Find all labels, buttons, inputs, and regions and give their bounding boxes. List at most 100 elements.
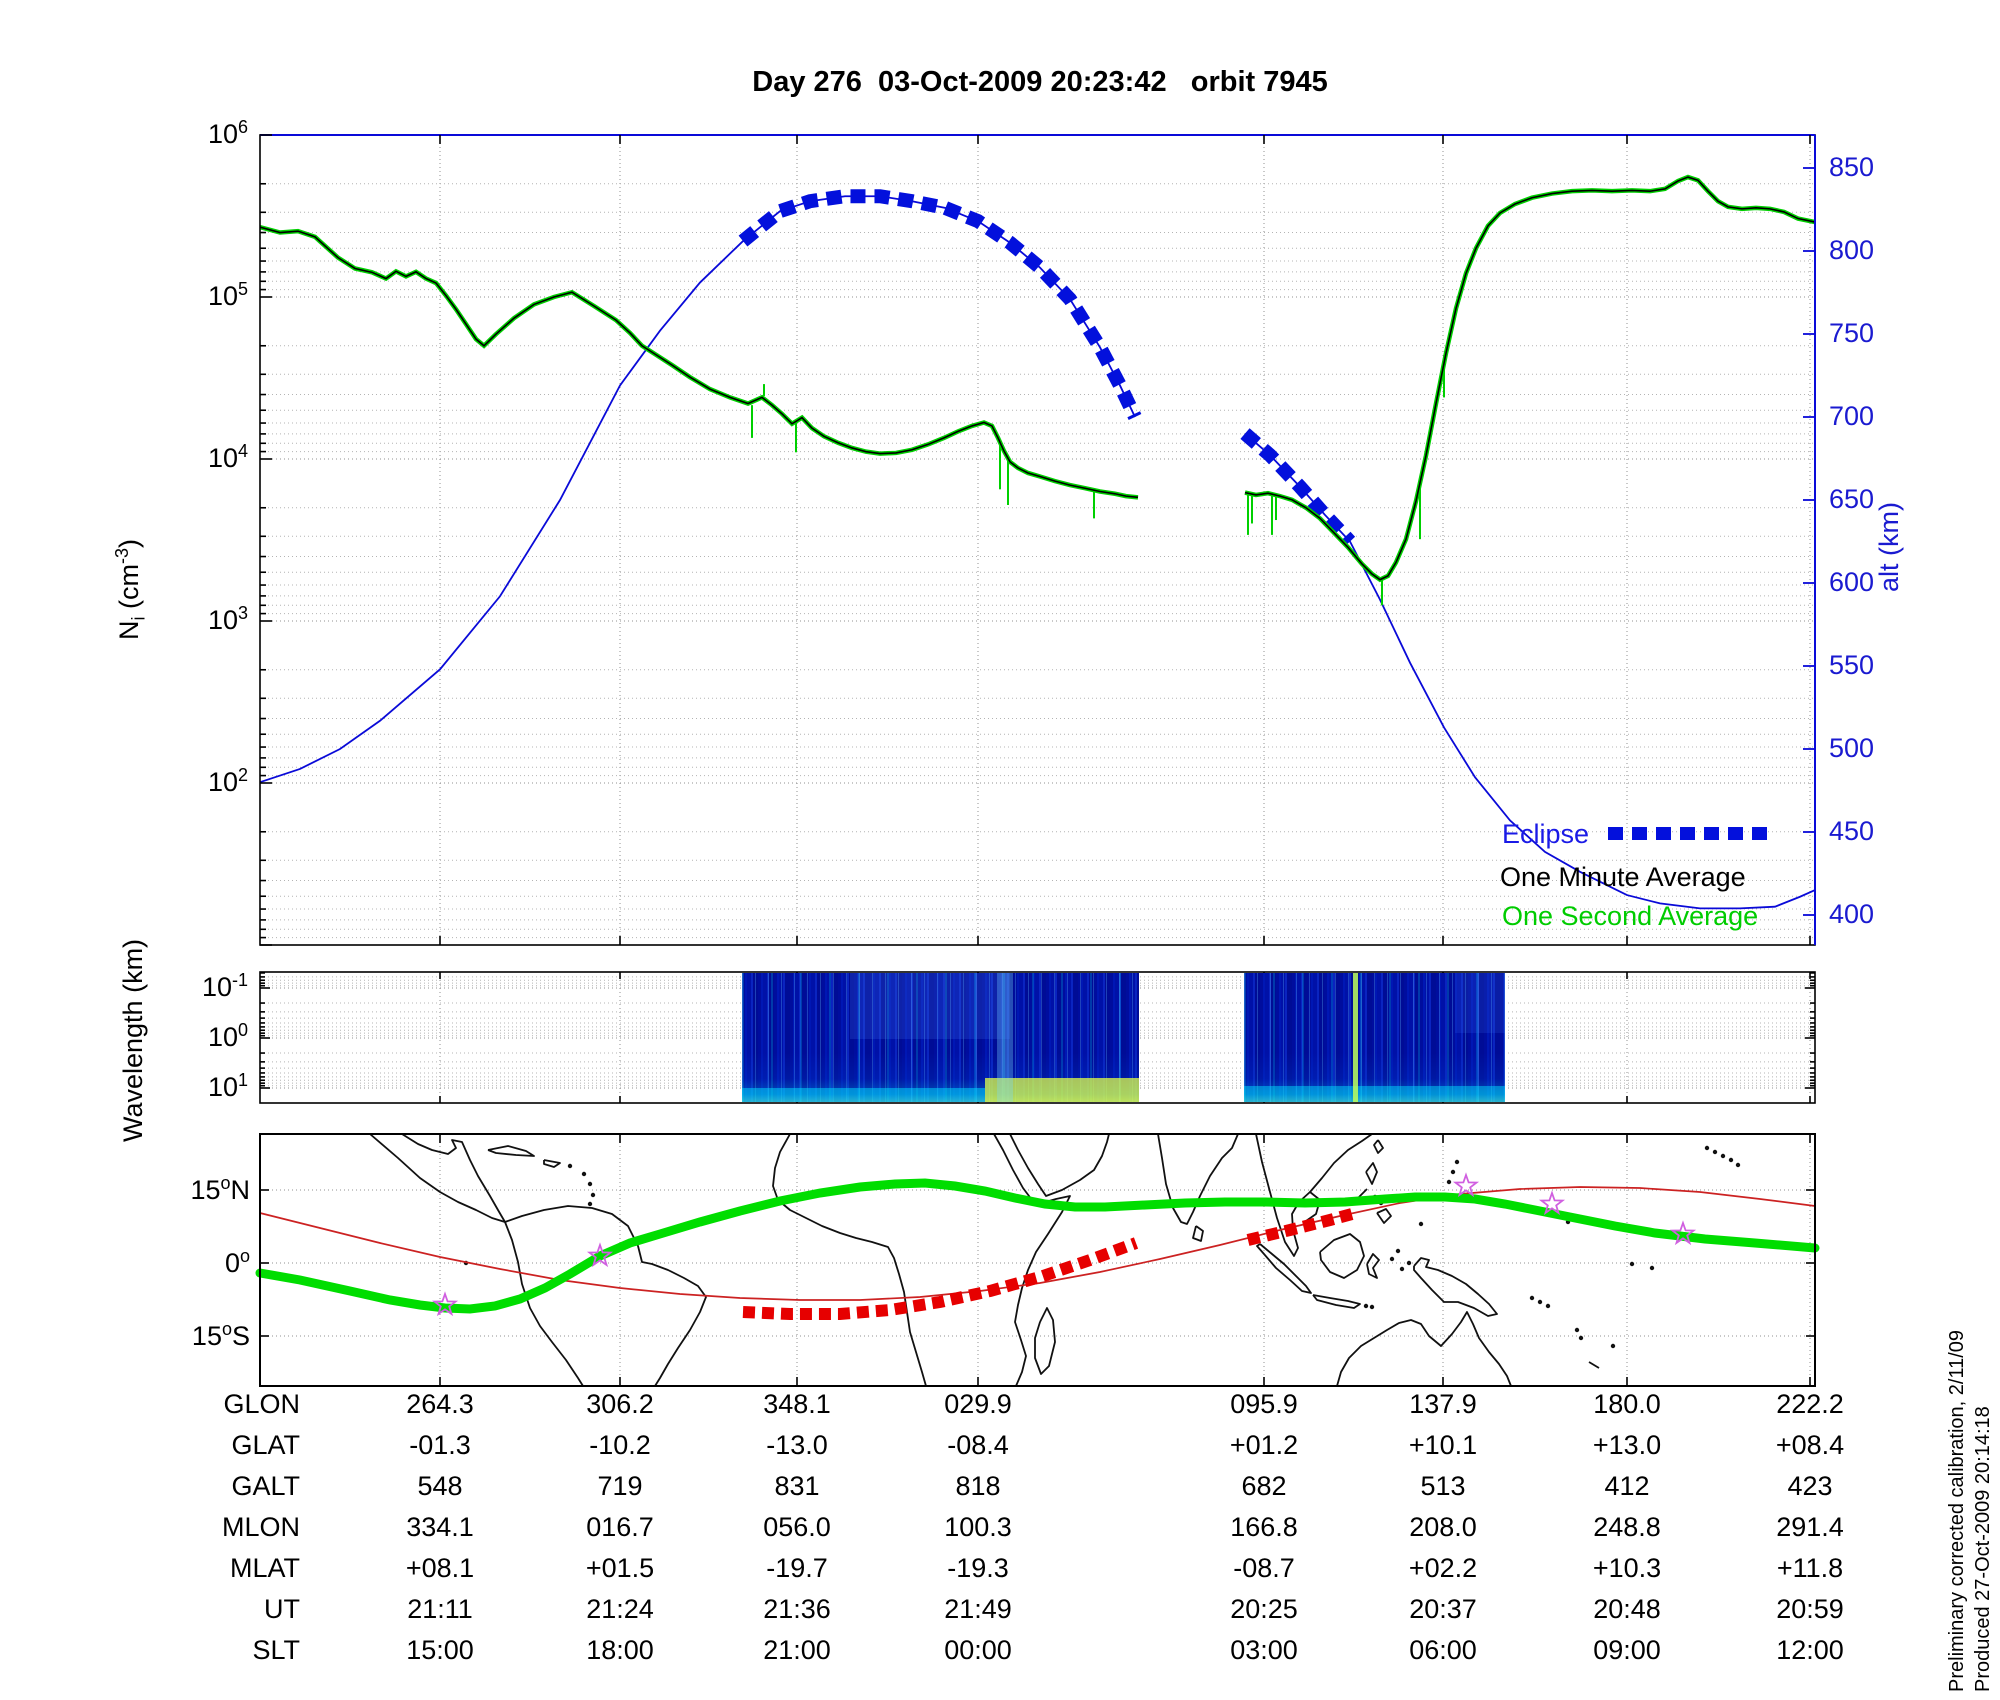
island-dot — [1399, 1266, 1405, 1272]
coastline — [1192, 1225, 1204, 1242]
coastline — [1413, 1257, 1498, 1317]
density-tick-label: 103 — [207, 603, 248, 635]
table-cell: 412 — [1604, 1471, 1650, 1501]
spectrogram-column — [1353, 973, 1358, 1102]
table-cell: 513 — [1420, 1471, 1466, 1501]
density-tick-label: 104 — [207, 441, 248, 473]
coastline — [1034, 1307, 1056, 1375]
table-cell: 831 — [774, 1471, 820, 1501]
table-cell: -10.2 — [589, 1430, 651, 1460]
island-dot — [1446, 1179, 1452, 1185]
table-cell: 21:00 — [763, 1635, 831, 1665]
table-cell: 719 — [597, 1471, 643, 1501]
table-cell: 00:00 — [944, 1635, 1012, 1665]
map-panel-border — [259, 1133, 1816, 1387]
footer-calibration-note: Preliminary corrected calibration, 2/11/… — [1946, 1329, 1968, 1692]
altitude-tick-label: 700 — [1829, 401, 1875, 431]
table-cell: 095.9 — [1230, 1389, 1298, 1419]
coastline — [1256, 1243, 1312, 1294]
spectrogram-haze — [1455, 973, 1505, 1033]
island-dot — [567, 1163, 573, 1169]
legend-eclipse-sample — [1608, 827, 1768, 840]
altitude-tick-label: 450 — [1829, 816, 1875, 846]
legend-eclipse-label: Eclipse — [1502, 819, 1590, 849]
table-cell: 20:48 — [1593, 1594, 1661, 1624]
coastline — [1358, 1188, 1368, 1198]
island-dot — [1720, 1153, 1726, 1159]
altitude-curve — [1244, 432, 1816, 910]
table-cell: 334.1 — [406, 1512, 474, 1542]
table-cell: 06:00 — [1409, 1635, 1477, 1665]
table-cell: 016.7 — [586, 1512, 654, 1542]
density-tick-label: 102 — [207, 765, 248, 797]
table-cell: 100.3 — [944, 1512, 1012, 1542]
island-dot — [1529, 1295, 1535, 1301]
table-cell: 208.0 — [1409, 1512, 1477, 1542]
altitude-tick-label: 650 — [1829, 484, 1875, 514]
density-axis-label: Ni (cm-3) — [112, 539, 149, 640]
eclipse-ground-track — [1246, 1208, 1354, 1246]
table-cell: -08.4 — [947, 1430, 1009, 1460]
table-cell: -19.7 — [766, 1553, 828, 1583]
table-cell: 20:37 — [1409, 1594, 1477, 1624]
table-cell: +02.2 — [1408, 1553, 1478, 1583]
table-cell: 20:59 — [1776, 1594, 1844, 1624]
table-cell: 20:25 — [1230, 1594, 1298, 1624]
spectrogram-block — [1244, 973, 1505, 1102]
island-dot — [1629, 1261, 1635, 1267]
wavelength-tick-label: 10-1 — [201, 970, 248, 1002]
island-dot — [590, 1192, 596, 1198]
table-cell: +08.4 — [1775, 1430, 1845, 1460]
legend-one-second-label: One Second Average — [1502, 901, 1759, 931]
altitude-tick-label: 600 — [1829, 567, 1875, 597]
table-cell: 248.8 — [1593, 1512, 1661, 1542]
island-dot — [1578, 1335, 1584, 1341]
altitude-tick-label: 800 — [1829, 235, 1875, 265]
altitude-tick-label: 500 — [1829, 733, 1875, 763]
footer-produced-note: Produced 27-Oct-2009 20:14:18 — [1972, 1406, 1994, 1692]
altitude-axis-label: alt (km) — [1874, 502, 1904, 592]
island-dot — [1418, 1221, 1424, 1227]
altitude-tick-label: 850 — [1829, 152, 1875, 182]
table-cell: 21:11 — [407, 1594, 473, 1624]
spectrogram-bottom-glow — [985, 1078, 1139, 1102]
island-dot — [1363, 1303, 1369, 1309]
coastline — [1255, 1133, 1321, 1257]
island-dot — [1545, 1303, 1551, 1309]
table-cell: 682 — [1241, 1471, 1287, 1501]
latitude-tick-label: 15oS — [191, 1319, 250, 1351]
table-cell: 12:00 — [1776, 1635, 1844, 1665]
table-cell: +08.1 — [405, 1553, 475, 1583]
star-marker — [1669, 1220, 1697, 1246]
table-cell: +01.5 — [585, 1553, 655, 1583]
table-cell: +01.2 — [1229, 1430, 1299, 1460]
table-cell: 180.0 — [1593, 1389, 1661, 1419]
table-cell: 21:36 — [763, 1594, 831, 1624]
table-cell: -19.3 — [947, 1553, 1009, 1583]
table-cell: 137.9 — [1409, 1389, 1477, 1419]
island-dot — [1395, 1248, 1401, 1254]
star-marker — [1538, 1190, 1566, 1216]
table-cell: 818 — [955, 1471, 1001, 1501]
table-cell: +10.1 — [1408, 1430, 1478, 1460]
eclipse-ground-track — [742, 1237, 1139, 1320]
island-dot — [1369, 1304, 1375, 1310]
coastline — [1373, 1139, 1384, 1154]
coastline — [1376, 1208, 1392, 1224]
density-tick-label: 105 — [207, 279, 248, 311]
table-cell: +11.8 — [1776, 1553, 1844, 1583]
star-marker — [431, 1291, 459, 1317]
coastline — [1009, 1133, 1110, 1197]
table-cell: 21:24 — [586, 1594, 654, 1624]
table-row-label: GLON — [223, 1389, 300, 1419]
coastline — [543, 1159, 561, 1168]
table-row-label: GALT — [231, 1471, 300, 1501]
altitude-tick-label: 750 — [1829, 318, 1875, 348]
table-cell: 306.2 — [586, 1389, 654, 1419]
spectrogram-column — [997, 973, 1013, 1102]
island-dot — [1735, 1162, 1741, 1168]
island-dot — [1450, 1169, 1456, 1175]
coastline — [1309, 1133, 1373, 1193]
altitude-tick-label: 550 — [1829, 650, 1875, 680]
